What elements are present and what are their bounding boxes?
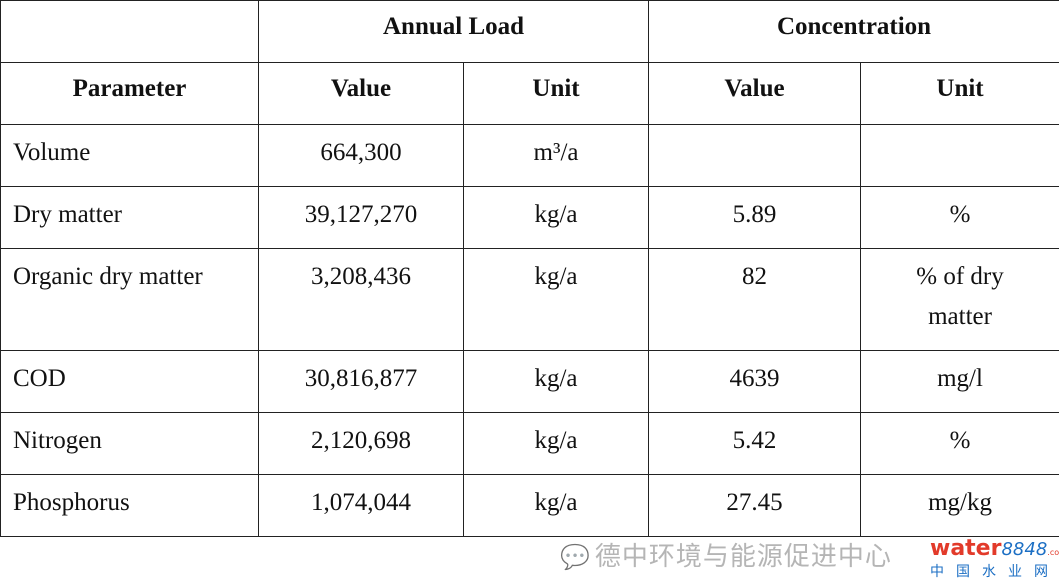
column-header-row: Parameter Value Unit Value Unit — [1, 63, 1059, 125]
parameter-header: Parameter — [1, 63, 259, 125]
data-table: Annual Load Concentration Parameter Valu… — [0, 0, 1059, 537]
conc-unit-cell: mg/l — [861, 351, 1059, 413]
load-unit-cell: kg/a — [464, 187, 649, 249]
load-value-cell: 1,074,044 — [259, 475, 464, 537]
load-unit-header: Unit — [464, 63, 649, 125]
load-unit-cell: kg/a — [464, 249, 649, 351]
wechat-watermark: 💬德中环境与能源促进中心 — [560, 541, 892, 573]
parameter-cell: Nitrogen — [1, 413, 259, 475]
load-unit-cell: m³/a — [464, 125, 649, 187]
load-value-cell: 3,208,436 — [259, 249, 464, 351]
conc-value-cell: 27.45 — [649, 475, 861, 537]
load-unit-cell: kg/a — [464, 475, 649, 537]
conc-unit-header: Unit — [861, 63, 1059, 125]
load-unit-cell: kg/a — [464, 351, 649, 413]
conc-unit-cell: % of dry matter — [861, 249, 1059, 351]
logo-com: .com — [1047, 548, 1059, 557]
conc-value-cell: 4639 — [649, 351, 861, 413]
parameter-cell: Volume — [1, 125, 259, 187]
parameter-cell: Dry matter — [1, 187, 259, 249]
load-value-cell: 39,127,270 — [259, 187, 464, 249]
conc-value-cell: 82 — [649, 249, 861, 351]
load-value-cell: 2,120,698 — [259, 413, 464, 475]
table-row: Volume 664,300 m³/a — [1, 125, 1059, 187]
conc-unit-cell — [861, 125, 1059, 187]
conc-unit-cell: % — [861, 187, 1059, 249]
table-row: COD 30,816,877 kg/a 4639 mg/l — [1, 351, 1059, 413]
parameter-cell: Organic dry matter — [1, 249, 259, 351]
parameter-cell: COD — [1, 351, 259, 413]
annual-load-header: Annual Load — [259, 1, 649, 63]
logo-number: 8848 — [1001, 539, 1047, 560]
table-row: Organic dry matter 3,208,436 kg/a 82 % o… — [1, 249, 1059, 351]
water8848-logo: water8848.com 中国水业网 — [930, 539, 1059, 580]
watermark-text: 德中环境与能源促进中心 — [595, 542, 892, 572]
conc-value-cell: 5.89 — [649, 187, 861, 249]
conc-value-cell — [649, 125, 861, 187]
empty-corner-cell — [1, 1, 259, 63]
conc-value-cell: 5.42 — [649, 413, 861, 475]
load-value-cell: 664,300 — [259, 125, 464, 187]
group-header-row: Annual Load Concentration — [1, 1, 1059, 63]
table-row: Dry matter 39,127,270 kg/a 5.89 % — [1, 187, 1059, 249]
conc-unit-cell: % — [861, 413, 1059, 475]
table-row: Nitrogen 2,120,698 kg/a 5.42 % — [1, 413, 1059, 475]
load-value-header: Value — [259, 63, 464, 125]
conc-value-header: Value — [649, 63, 861, 125]
load-unit-cell: kg/a — [464, 413, 649, 475]
parameter-cell: Phosphorus — [1, 475, 259, 537]
wechat-icon: 💬 — [560, 543, 591, 571]
load-value-cell: 30,816,877 — [259, 351, 464, 413]
conc-unit-cell: mg/kg — [861, 475, 1059, 537]
logo-word: water — [930, 536, 1001, 561]
concentration-header: Concentration — [649, 1, 1059, 63]
table-row: Phosphorus 1,074,044 kg/a 27.45 mg/kg — [1, 475, 1059, 537]
